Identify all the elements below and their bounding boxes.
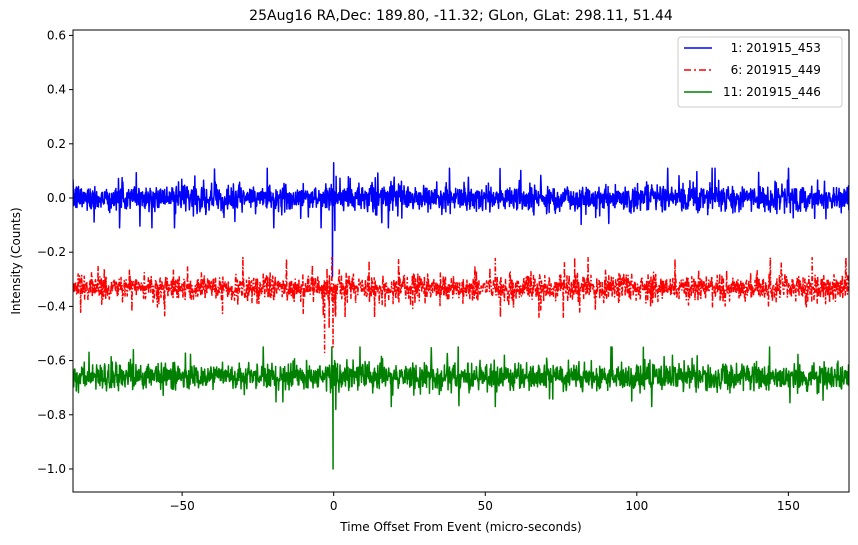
y-tick-label: 0.4 <box>47 83 66 97</box>
x-tick-label: −50 <box>169 499 194 513</box>
chart-title: 25Aug16 RA,Dec: 189.80, -11.32; GLon, GL… <box>249 8 673 24</box>
y-tick-label: 0.0 <box>47 191 66 205</box>
x-tick-label: 150 <box>777 499 800 513</box>
y-tick-label: 0.6 <box>47 28 66 42</box>
legend-label: 6: 201915_449 <box>723 63 821 77</box>
x-tick-label: 0 <box>330 499 338 513</box>
y-tick-label: 0.2 <box>47 137 66 151</box>
x-tick-label: 50 <box>478 499 493 513</box>
x-axis-label: Time Offset From Event (micro-seconds) <box>339 520 581 534</box>
legend-entry-3: 11: 201915_446 <box>684 85 821 99</box>
y-axis-label: Intensity (Counts) <box>9 207 23 314</box>
legend-entry-1: 1: 201915_453 <box>684 41 821 55</box>
y-tick-label: −0.6 <box>37 354 66 368</box>
y-tick-label: −0.4 <box>37 299 66 313</box>
plot-traces <box>73 162 849 470</box>
legend-label: 1: 201915_453 <box>723 41 821 55</box>
legend: 1: 201915_453 6: 201915_449 11: 201915_4… <box>677 36 843 108</box>
x-axis-ticks: −50 0 50 100 150 <box>169 492 800 513</box>
x-tick-label: 100 <box>625 499 648 513</box>
y-tick-label: −1.0 <box>37 462 66 476</box>
y-tick-label: −0.2 <box>37 245 66 259</box>
axes-frame <box>72 29 850 493</box>
series-line-3 <box>73 346 849 470</box>
legend-box <box>677 36 843 108</box>
series-line-2 <box>73 256 849 354</box>
legend-label: 11: 201915_446 <box>723 85 821 99</box>
y-axis-ticks: 0.6 0.4 0.2 0.0 −0.2 −0.4 −0.6 −0.8 −1.0 <box>37 28 73 476</box>
series-line-1 <box>73 162 849 278</box>
legend-entry-2: 6: 201915_449 <box>684 63 821 77</box>
y-tick-label: −0.8 <box>37 408 66 422</box>
